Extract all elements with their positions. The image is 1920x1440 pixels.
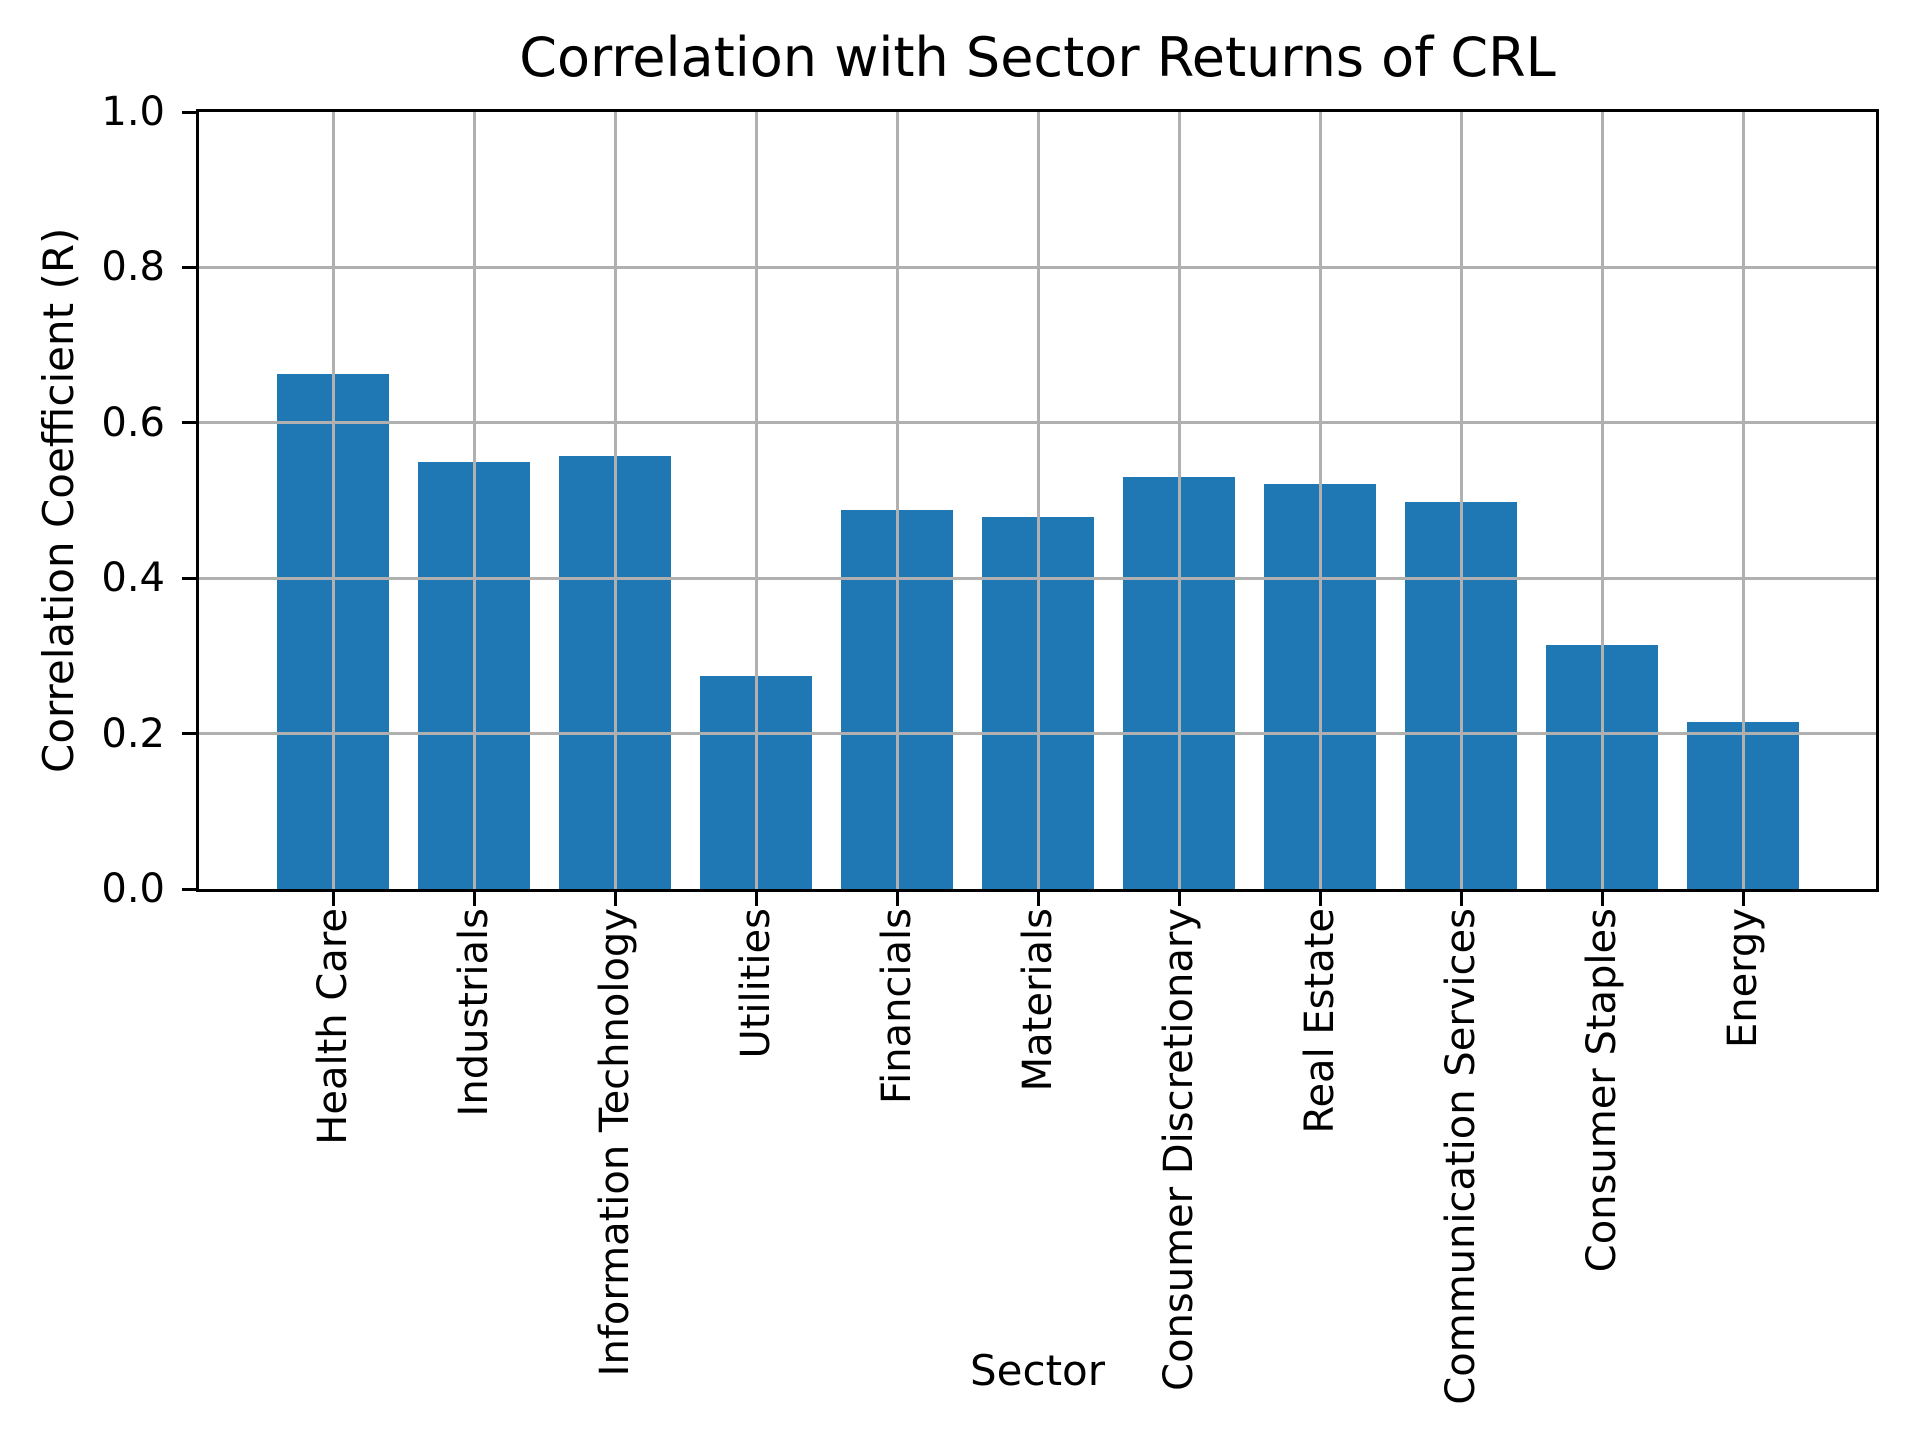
y-gridline [331,112,335,889]
y-gridline [895,112,899,889]
x-tick-mark [895,892,899,906]
x-tick-label: Financials [874,908,920,1104]
x-gridline [199,732,1876,736]
x-tick-label: Industrials [451,908,497,1117]
y-tick-label: 0.0 [101,866,165,912]
x-tick-label: Consumer Discretionary [1156,908,1202,1391]
x-tick-label: Health Care [310,908,356,1145]
x-tick-label: Materials [1015,908,1061,1092]
x-tick-mark [754,892,758,906]
chart-title: Correlation with Sector Returns of CRL [519,26,1556,89]
y-gridline [472,112,476,889]
x-tick-label: Communication Services [1438,908,1484,1405]
y-tick-label: 0.2 [101,710,165,757]
y-tick-label: 1.0 [101,89,165,135]
x-gridline [199,265,1876,269]
x-gridline [199,576,1876,580]
y-gridline [1741,112,1745,889]
x-tick-mark [613,892,617,906]
x-tick-label: Information Technology [592,908,638,1377]
x-tick-label: Utilities [733,908,779,1059]
y-tick-mark [182,110,196,114]
x-gridline [199,421,1876,425]
x-tick-mark [1177,892,1181,906]
y-gridline [1459,112,1463,889]
y-tick-label: 0.8 [101,244,165,291]
y-tick-mark [182,265,196,269]
x-tick-label: Energy [1720,908,1766,1049]
y-gridline [1600,112,1604,889]
x-tick-mark [331,892,335,906]
x-tick-label: Real Estate [1297,908,1343,1134]
y-tick-mark [182,576,196,580]
y-tick-label: 0.4 [101,555,165,602]
x-tick-mark [1459,892,1463,906]
y-gridline [1177,112,1181,889]
y-gridline [1036,112,1040,889]
x-tick-mark [1741,892,1745,906]
x-axis-label: Sector [969,1346,1106,1395]
x-tick-mark [1036,892,1040,906]
y-tick-mark [182,421,196,425]
x-tick-mark [472,892,476,906]
y-axis-label: Correlation Coefficient (R) [34,227,83,774]
y-gridline [1318,112,1322,889]
y-tick-mark [182,732,196,736]
y-gridline [754,112,758,889]
y-tick-mark [182,887,196,891]
y-gridline [613,112,617,889]
x-tick-mark [1600,892,1604,906]
plot-area [182,109,1879,906]
y-tick-label: 0.6 [101,399,165,446]
x-tick-label: Consumer Staples [1579,908,1625,1273]
x-tick-mark [1318,892,1322,906]
